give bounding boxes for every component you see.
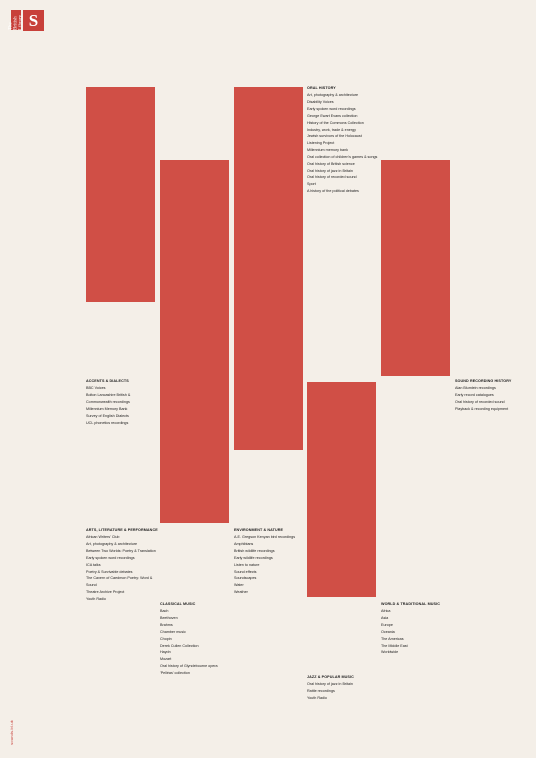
list-item[interactable]: UCL phonetics recordings (86, 420, 129, 425)
list-item[interactable]: Oral history of Glyndebourne opera (160, 664, 218, 669)
list-item[interactable]: British wildlife recordings (234, 549, 275, 554)
list-item[interactable]: Millennium Memory Bank (86, 406, 128, 411)
list-item[interactable]: Africa (381, 609, 391, 614)
group-heading[interactable]: World & Traditional Music (381, 602, 440, 606)
list-item[interactable]: Commonwealth recordings (86, 400, 130, 405)
list-item[interactable]: Sport (307, 182, 316, 187)
list-item[interactable]: George Ewart Evans collection (307, 113, 358, 118)
group-heading[interactable]: Arts, Literature & Performance (86, 528, 158, 532)
list-item[interactable]: Millennium memory bank (307, 148, 348, 153)
group-sound-recording-history: Sound Recording History Alan Blumlein re… (455, 378, 533, 413)
bar-oral-history[interactable] (234, 87, 303, 450)
list-item[interactable]: Youth Radio (307, 696, 327, 701)
list-item[interactable]: Soundscapes (234, 576, 257, 581)
list-item[interactable]: Oral history of recorded sound (307, 175, 357, 180)
bar-jazz[interactable] (307, 382, 376, 597)
logo-letter-s: S (23, 10, 44, 31)
list-item[interactable]: 'Pelléas' collection (160, 670, 190, 675)
list-item[interactable]: Beethoven (160, 616, 178, 621)
list-item[interactable]: The Cavern of Caedmon Poetry: Word & (86, 576, 153, 581)
list-item[interactable]: Asia (381, 616, 389, 621)
list-item[interactable]: Youth Radio (86, 596, 106, 601)
group-jazz-popular: Jazz & Popular Music Oral history of jaz… (307, 674, 397, 702)
list-item[interactable]: Early spoken word recordings (86, 555, 135, 560)
list-item[interactable]: Amphibians (234, 542, 254, 547)
group-heading[interactable]: Oral History (307, 86, 336, 90)
list-item[interactable]: Poetry & Survivable debates (86, 569, 133, 574)
list-item[interactable]: Between Two Worlds: Poetry & Translation (86, 549, 156, 554)
list-item[interactable]: Jewish survivors of the Holocaust (307, 134, 362, 139)
footer-url[interactable]: sounds.bl.uk (9, 720, 14, 745)
list-item[interactable]: A.E. Gregson Kenyan bird recordings (234, 535, 296, 540)
list-item[interactable]: Listening Project (307, 141, 335, 146)
list-item[interactable]: Chopin (160, 636, 172, 641)
list-item[interactable]: Alan Blumlein recordings (455, 386, 496, 391)
group-heading[interactable]: Environment & Nature (234, 528, 284, 532)
list-item[interactable]: Mozart (160, 657, 172, 662)
list-item[interactable]: Survey of English Dialects (86, 413, 129, 418)
list-item[interactable]: Oral history of recorded sound (455, 400, 505, 405)
list-item[interactable]: Oral history of jazz in Britain (307, 682, 353, 687)
list-item[interactable]: Oral history of British science (307, 161, 355, 166)
list-item[interactable]: The Middle East (381, 643, 408, 648)
list-item[interactable]: Weather (234, 590, 248, 595)
group-heading[interactable]: Classical Music (160, 602, 196, 606)
group-arts-literature: Arts, Literature & Performance African W… (86, 527, 176, 603)
list-item[interactable]: Early record catalogues (455, 393, 494, 398)
group-heading[interactable]: Sound Recording History (455, 379, 512, 383)
list-item[interactable]: ICA talks (86, 562, 101, 567)
list-item[interactable]: History of the Commons Collection (307, 120, 364, 125)
group-accents-dialects: Accents & Dialects BBC Voices Bolton Lan… (86, 378, 176, 426)
list-item[interactable]: Oral history of jazz in Britain (307, 168, 353, 173)
list-item[interactable]: Theatre Archive Project (86, 590, 125, 595)
list-item[interactable]: Brahms (160, 623, 173, 628)
bar-accents[interactable] (86, 87, 155, 302)
group-classical-music: Classical Music Bach Beethoven Brahms Ch… (160, 601, 250, 677)
list-item[interactable]: Early spoken word recordings (307, 107, 356, 112)
british-library-logo[interactable]: The British Library S (9, 10, 44, 31)
list-item[interactable]: African Writers' Club (86, 535, 120, 540)
list-item[interactable]: Oceania (381, 629, 395, 634)
list-item[interactable]: Worldwide (381, 650, 399, 655)
bar-sound-history[interactable] (381, 160, 450, 376)
list-item[interactable]: Derek Cullen Collection (160, 643, 199, 648)
logo-small-block: The British Library (9, 10, 24, 30)
list-item[interactable]: Bach (160, 609, 169, 614)
list-item[interactable]: Disability Voices (307, 100, 334, 105)
list-item[interactable]: Art, photography & architecture (86, 542, 138, 547)
list-item[interactable]: Haydn (160, 650, 171, 655)
list-item[interactable]: Water (234, 583, 244, 588)
list-item[interactable]: Bolton Lancashire British & (86, 393, 131, 398)
list-item[interactable]: A history of the political debates (307, 189, 359, 194)
list-item[interactable]: Sound effects (234, 569, 257, 574)
list-item[interactable]: Sound (86, 583, 97, 588)
list-item[interactable]: The Americas (381, 636, 404, 641)
list-item[interactable]: Playback & recording equipment (455, 406, 509, 411)
list-item[interactable]: Chamber music (160, 629, 186, 634)
list-item[interactable]: Art, photography & architecture (307, 93, 359, 98)
group-heading[interactable]: Jazz & Popular Music (307, 675, 354, 679)
list-item[interactable]: Oral collection of children's games & so… (307, 154, 378, 159)
bar-classical[interactable] (160, 160, 229, 523)
list-item[interactable]: Listen to nature (234, 562, 260, 567)
list-item[interactable]: Europe (381, 623, 393, 628)
group-heading[interactable]: Accents & Dialects (86, 379, 129, 383)
list-item[interactable]: Industry, work, trade & energy (307, 127, 356, 132)
group-world-traditional: World & Traditional Music Africa Asia Eu… (381, 601, 461, 656)
list-item[interactable]: Rattle recordings (307, 689, 335, 694)
group-environment-nature: Environment & Nature A.E. Gregson Kenyan… (234, 527, 324, 596)
list-item[interactable]: BBC Voices (86, 386, 106, 391)
list-item[interactable]: Early wildlife recordings (234, 555, 273, 560)
group-oral-history: Oral History Art, photography & architec… (307, 85, 397, 195)
